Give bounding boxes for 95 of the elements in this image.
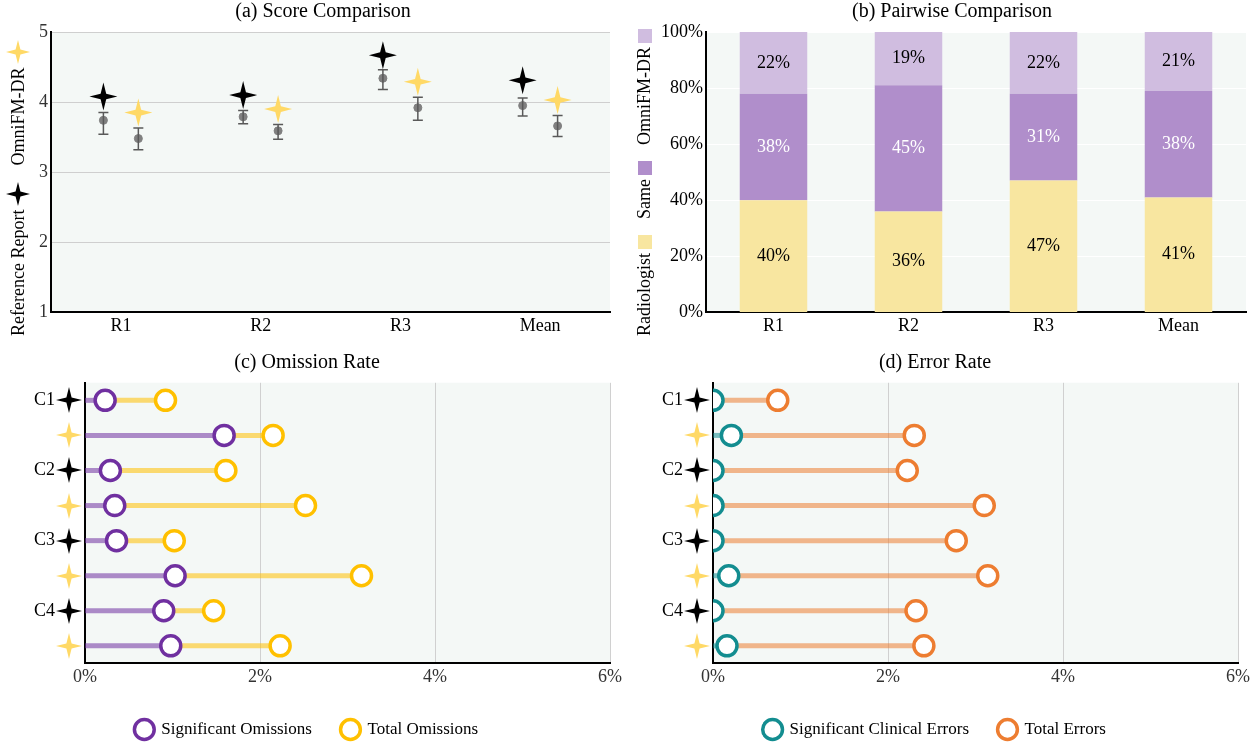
- y-tick-label: 5: [39, 20, 48, 41]
- x-tick-label: 6%: [598, 665, 622, 686]
- y-tick-label: 100%: [660, 20, 703, 41]
- x-tick-label: R3: [1032, 314, 1055, 335]
- data-label: 21%: [1162, 50, 1195, 71]
- legend-label: Total Omissions: [367, 718, 479, 738]
- bar: [1144, 32, 1213, 91]
- x-tick-label: R3: [389, 314, 411, 335]
- data-label: 31%: [1027, 125, 1060, 146]
- y-tick-label: 3: [39, 160, 48, 181]
- legend-label: Total Errors: [1024, 718, 1106, 738]
- data-label: 36%: [892, 250, 925, 271]
- legend-label: Significant Clinical Errors: [789, 718, 969, 738]
- point: [159, 634, 183, 658]
- point: [103, 493, 127, 518]
- y-tick-label: C4: [33, 599, 56, 620]
- point: [261, 423, 285, 448]
- x-tick-label: Mean: [1158, 314, 1199, 335]
- data-label: 19%: [892, 47, 925, 68]
- legend-label: OmniFM-DR: [7, 67, 29, 166]
- legend-label: Same: [634, 178, 655, 219]
- point: [902, 423, 926, 448]
- point: [972, 493, 996, 518]
- y-tick-label: 2: [39, 231, 48, 252]
- point: [293, 493, 318, 518]
- y-tick-label: C2: [33, 459, 56, 480]
- x-tick-label: R1: [110, 314, 132, 335]
- data-label: 41%: [1162, 243, 1195, 264]
- point: [153, 388, 178, 413]
- point: [212, 423, 236, 448]
- chart-title: (b) Pairwise Comparison: [852, 0, 1052, 23]
- point: [98, 458, 123, 483]
- point: [912, 634, 936, 658]
- chart-title: (d) Error Rate: [878, 350, 992, 374]
- data-label: 45%: [892, 137, 925, 158]
- chart-title: (c) Omission Rate: [234, 350, 380, 374]
- point: [162, 528, 187, 553]
- point: [163, 563, 187, 588]
- bar: [874, 85, 943, 212]
- y-tick-label: C2: [661, 459, 684, 480]
- point: [349, 563, 374, 588]
- x-tick-label: Mean: [519, 314, 561, 335]
- bar: [1009, 32, 1078, 94]
- data-label: 38%: [1162, 132, 1195, 153]
- bar: [739, 200, 808, 312]
- data-label: 22%: [756, 51, 790, 72]
- y-tick-label: 60%: [669, 132, 703, 153]
- y-tick-label: 40%: [669, 188, 703, 209]
- y-tick-label: 0%: [678, 301, 703, 322]
- y-tick-label: 4: [39, 90, 48, 111]
- point: [895, 458, 919, 483]
- bar: [739, 32, 808, 94]
- x-tick-label: 6%: [1226, 665, 1250, 686]
- x-tick-label: 2%: [876, 665, 900, 686]
- point: [214, 458, 238, 483]
- point: [201, 599, 226, 623]
- point: [944, 528, 968, 553]
- bar: [1144, 90, 1213, 198]
- bar: [1009, 180, 1078, 312]
- y-tick-label: 80%: [669, 76, 703, 97]
- y-tick-label: C1: [661, 389, 684, 410]
- point: [904, 599, 928, 623]
- y-tick-label: C4: [661, 599, 684, 620]
- x-tick-label: 0%: [701, 665, 726, 686]
- x-tick-label: 0%: [73, 665, 98, 686]
- legend-label: Significant Omissions: [161, 718, 312, 738]
- y-tick-label: 1: [39, 301, 48, 322]
- bar: [1009, 93, 1078, 181]
- legend-label: Reference Report: [7, 209, 29, 336]
- y-tick-label: C1: [33, 389, 56, 410]
- data-label: 22%: [1027, 51, 1060, 72]
- chart-title: (a) Score Comparison: [235, 0, 411, 23]
- bar: [874, 211, 943, 312]
- legend-label: Radiologist: [634, 252, 655, 336]
- data-label: 40%: [756, 244, 790, 265]
- point: [152, 599, 176, 623]
- y-tick-label: 20%: [669, 245, 703, 266]
- point: [976, 563, 1000, 588]
- x-tick-label: R1: [762, 314, 784, 335]
- x-tick-label: 4%: [1051, 665, 1075, 686]
- data-label: 47%: [1027, 234, 1060, 255]
- x-tick-label: R2: [897, 314, 919, 335]
- bar: [1144, 197, 1213, 312]
- y-tick-label: C3: [661, 529, 684, 550]
- x-tick-label: R2: [250, 314, 272, 335]
- data-label: 38%: [756, 135, 790, 156]
- bar: [874, 32, 943, 86]
- point: [104, 528, 129, 553]
- point: [93, 388, 117, 413]
- legend-label: OmniFM-DR: [634, 46, 655, 145]
- x-tick-label: 4%: [423, 665, 447, 686]
- bar: [739, 93, 808, 201]
- point: [268, 634, 292, 658]
- x-tick-label: 2%: [248, 665, 272, 686]
- y-tick-label: C3: [33, 529, 56, 550]
